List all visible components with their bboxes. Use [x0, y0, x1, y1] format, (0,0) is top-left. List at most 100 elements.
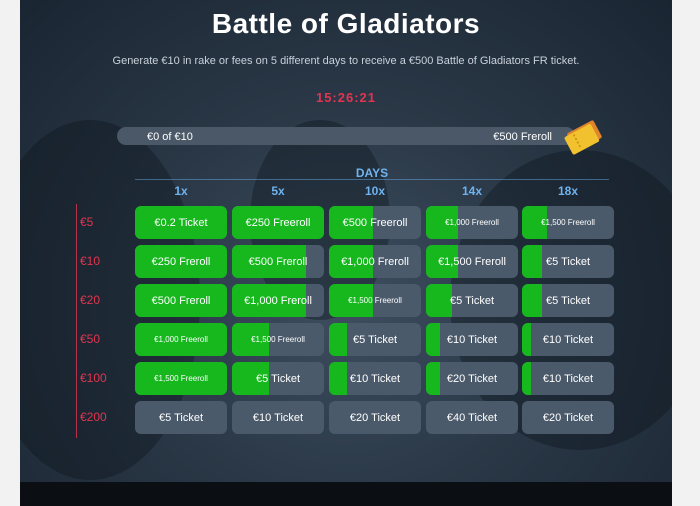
days-header: DAYS — [355, 166, 389, 180]
reward-progress-fill — [522, 323, 532, 356]
reward-cell: €1,000 Freeroll — [426, 206, 518, 239]
reward-cell: €250 Freeroll — [232, 206, 324, 239]
reward-cell: €20 Ticket — [522, 401, 614, 434]
reward-cell: €10 Ticket — [522, 362, 614, 395]
reward-progress-fill — [329, 206, 374, 239]
reward-progress-fill — [329, 362, 348, 395]
reward-progress-fill — [329, 245, 374, 278]
reward-cell: €1,000 Freroll — [329, 245, 421, 278]
reward-cell: €500 Freroll — [135, 284, 227, 317]
reward-cell: €5 Ticket — [232, 362, 324, 395]
reward-label: €1,000 Freroll — [244, 294, 312, 307]
reward-cell: €1,500 Freeroll — [135, 362, 227, 395]
page-subtitle: Generate €10 in rake or fees on 5 differ… — [112, 55, 580, 67]
reward-label: €1,500 Freeroll — [348, 296, 402, 305]
reward-label: €250 Freroll — [151, 255, 211, 268]
row-header: €200 — [80, 410, 107, 424]
reward-progress-fill — [135, 323, 227, 356]
reward-label: €1,500 Freroll — [438, 255, 506, 268]
reward-progress-fill — [426, 245, 459, 278]
reward-cell: €1,000 Freeroll — [135, 323, 227, 356]
row-header: €5 — [80, 215, 94, 229]
reward-label: €5 Ticket — [158, 411, 204, 424]
reward-cell: €5 Ticket — [135, 401, 227, 434]
reward-cell: €500 Freeroll — [329, 206, 421, 239]
reward-cell: €5 Ticket — [329, 323, 421, 356]
reward-cell: €10 Ticket — [329, 362, 421, 395]
reward-label: €20 Ticket — [542, 411, 594, 424]
reward-label: €5 Ticket — [545, 255, 591, 268]
reward-label: €1,000 Freeroll — [154, 335, 208, 344]
reward-cell: €10 Ticket — [522, 323, 614, 356]
reward-progress-fill — [329, 323, 348, 356]
reward-progress-fill — [522, 206, 547, 239]
reward-label: €0.2 Ticket — [154, 216, 208, 229]
reward-progress-fill — [135, 206, 227, 239]
reward-cell: €1,500 Freeroll — [232, 323, 324, 356]
progress-goal-label: €500 Freroll — [493, 131, 552, 143]
reward-progress-fill — [426, 284, 452, 317]
reward-cell: €0.2 Ticket — [135, 206, 227, 239]
reward-progress-fill — [135, 245, 227, 278]
reward-cell: €5 Ticket — [522, 284, 614, 317]
rows-divider — [76, 204, 77, 438]
reward-label: €5 Ticket — [352, 333, 398, 346]
reward-cell: €40 Ticket — [426, 401, 518, 434]
reward-progress-fill — [232, 362, 269, 395]
reward-progress-fill — [329, 284, 374, 317]
column-header: 18x — [557, 184, 579, 198]
row-header: €100 — [80, 371, 107, 385]
row-header: €20 — [80, 293, 101, 307]
progress-bar — [117, 127, 575, 145]
reward-label: €20 Ticket — [446, 372, 498, 385]
reward-progress-fill — [426, 206, 459, 239]
reward-label: €1,500 Freeroll — [251, 335, 305, 344]
reward-label: €10 Ticket — [252, 411, 304, 424]
reward-progress-fill — [135, 362, 227, 395]
column-header: 14x — [461, 184, 483, 198]
row-header: €50 — [80, 332, 101, 346]
page-title: Battle of Gladiators — [211, 8, 481, 39]
reward-cell: €500 Freroll — [232, 245, 324, 278]
reward-label: €1,000 Freeroll — [445, 218, 499, 227]
ticket-icon — [564, 120, 602, 155]
column-header: 1x — [174, 184, 188, 198]
reward-label: €500 Freroll — [151, 294, 211, 307]
countdown-timer: 15:26:21 — [315, 90, 377, 105]
progress-current-label: €0 of €10 — [147, 131, 193, 143]
reward-label: €500 Freeroll — [342, 216, 408, 229]
reward-label: €10 Ticket — [349, 372, 401, 385]
reward-label: €10 Ticket — [446, 333, 498, 346]
reward-label: €500 Freroll — [248, 255, 308, 268]
reward-label: €5 Ticket — [255, 372, 301, 385]
reward-progress-fill — [426, 323, 440, 356]
reward-cell: €250 Freroll — [135, 245, 227, 278]
reward-progress-fill — [232, 245, 306, 278]
days-divider — [135, 179, 609, 180]
reward-progress-fill — [232, 284, 306, 317]
reward-cell: €1,000 Freroll — [232, 284, 324, 317]
reward-label: €1,000 Freroll — [341, 255, 409, 268]
reward-label: €250 Freeroll — [245, 216, 311, 229]
reward-label: €10 Ticket — [542, 372, 594, 385]
bottom-bar — [20, 482, 672, 506]
reward-label: €5 Ticket — [545, 294, 591, 307]
reward-cell: €10 Ticket — [426, 323, 518, 356]
reward-progress-fill — [135, 284, 227, 317]
reward-label: €5 Ticket — [449, 294, 495, 307]
reward-cell: €5 Ticket — [426, 284, 518, 317]
reward-label: €1,500 Freeroll — [541, 218, 595, 227]
reward-cell: €20 Ticket — [426, 362, 518, 395]
reward-progress-fill — [426, 362, 440, 395]
reward-progress-fill — [522, 362, 532, 395]
promo-panel: Battle of Gladiators Generate €10 in rak… — [20, 0, 672, 506]
reward-progress-fill — [522, 284, 543, 317]
reward-progress-fill — [522, 245, 543, 278]
reward-label: €1,500 Freeroll — [154, 374, 208, 383]
reward-cell: €5 Ticket — [522, 245, 614, 278]
reward-label: €20 Ticket — [349, 411, 401, 424]
reward-progress-fill — [232, 206, 324, 239]
reward-label: €10 Ticket — [542, 333, 594, 346]
reward-cell: €1,500 Freeroll — [329, 284, 421, 317]
reward-cell: €1,500 Freroll — [426, 245, 518, 278]
